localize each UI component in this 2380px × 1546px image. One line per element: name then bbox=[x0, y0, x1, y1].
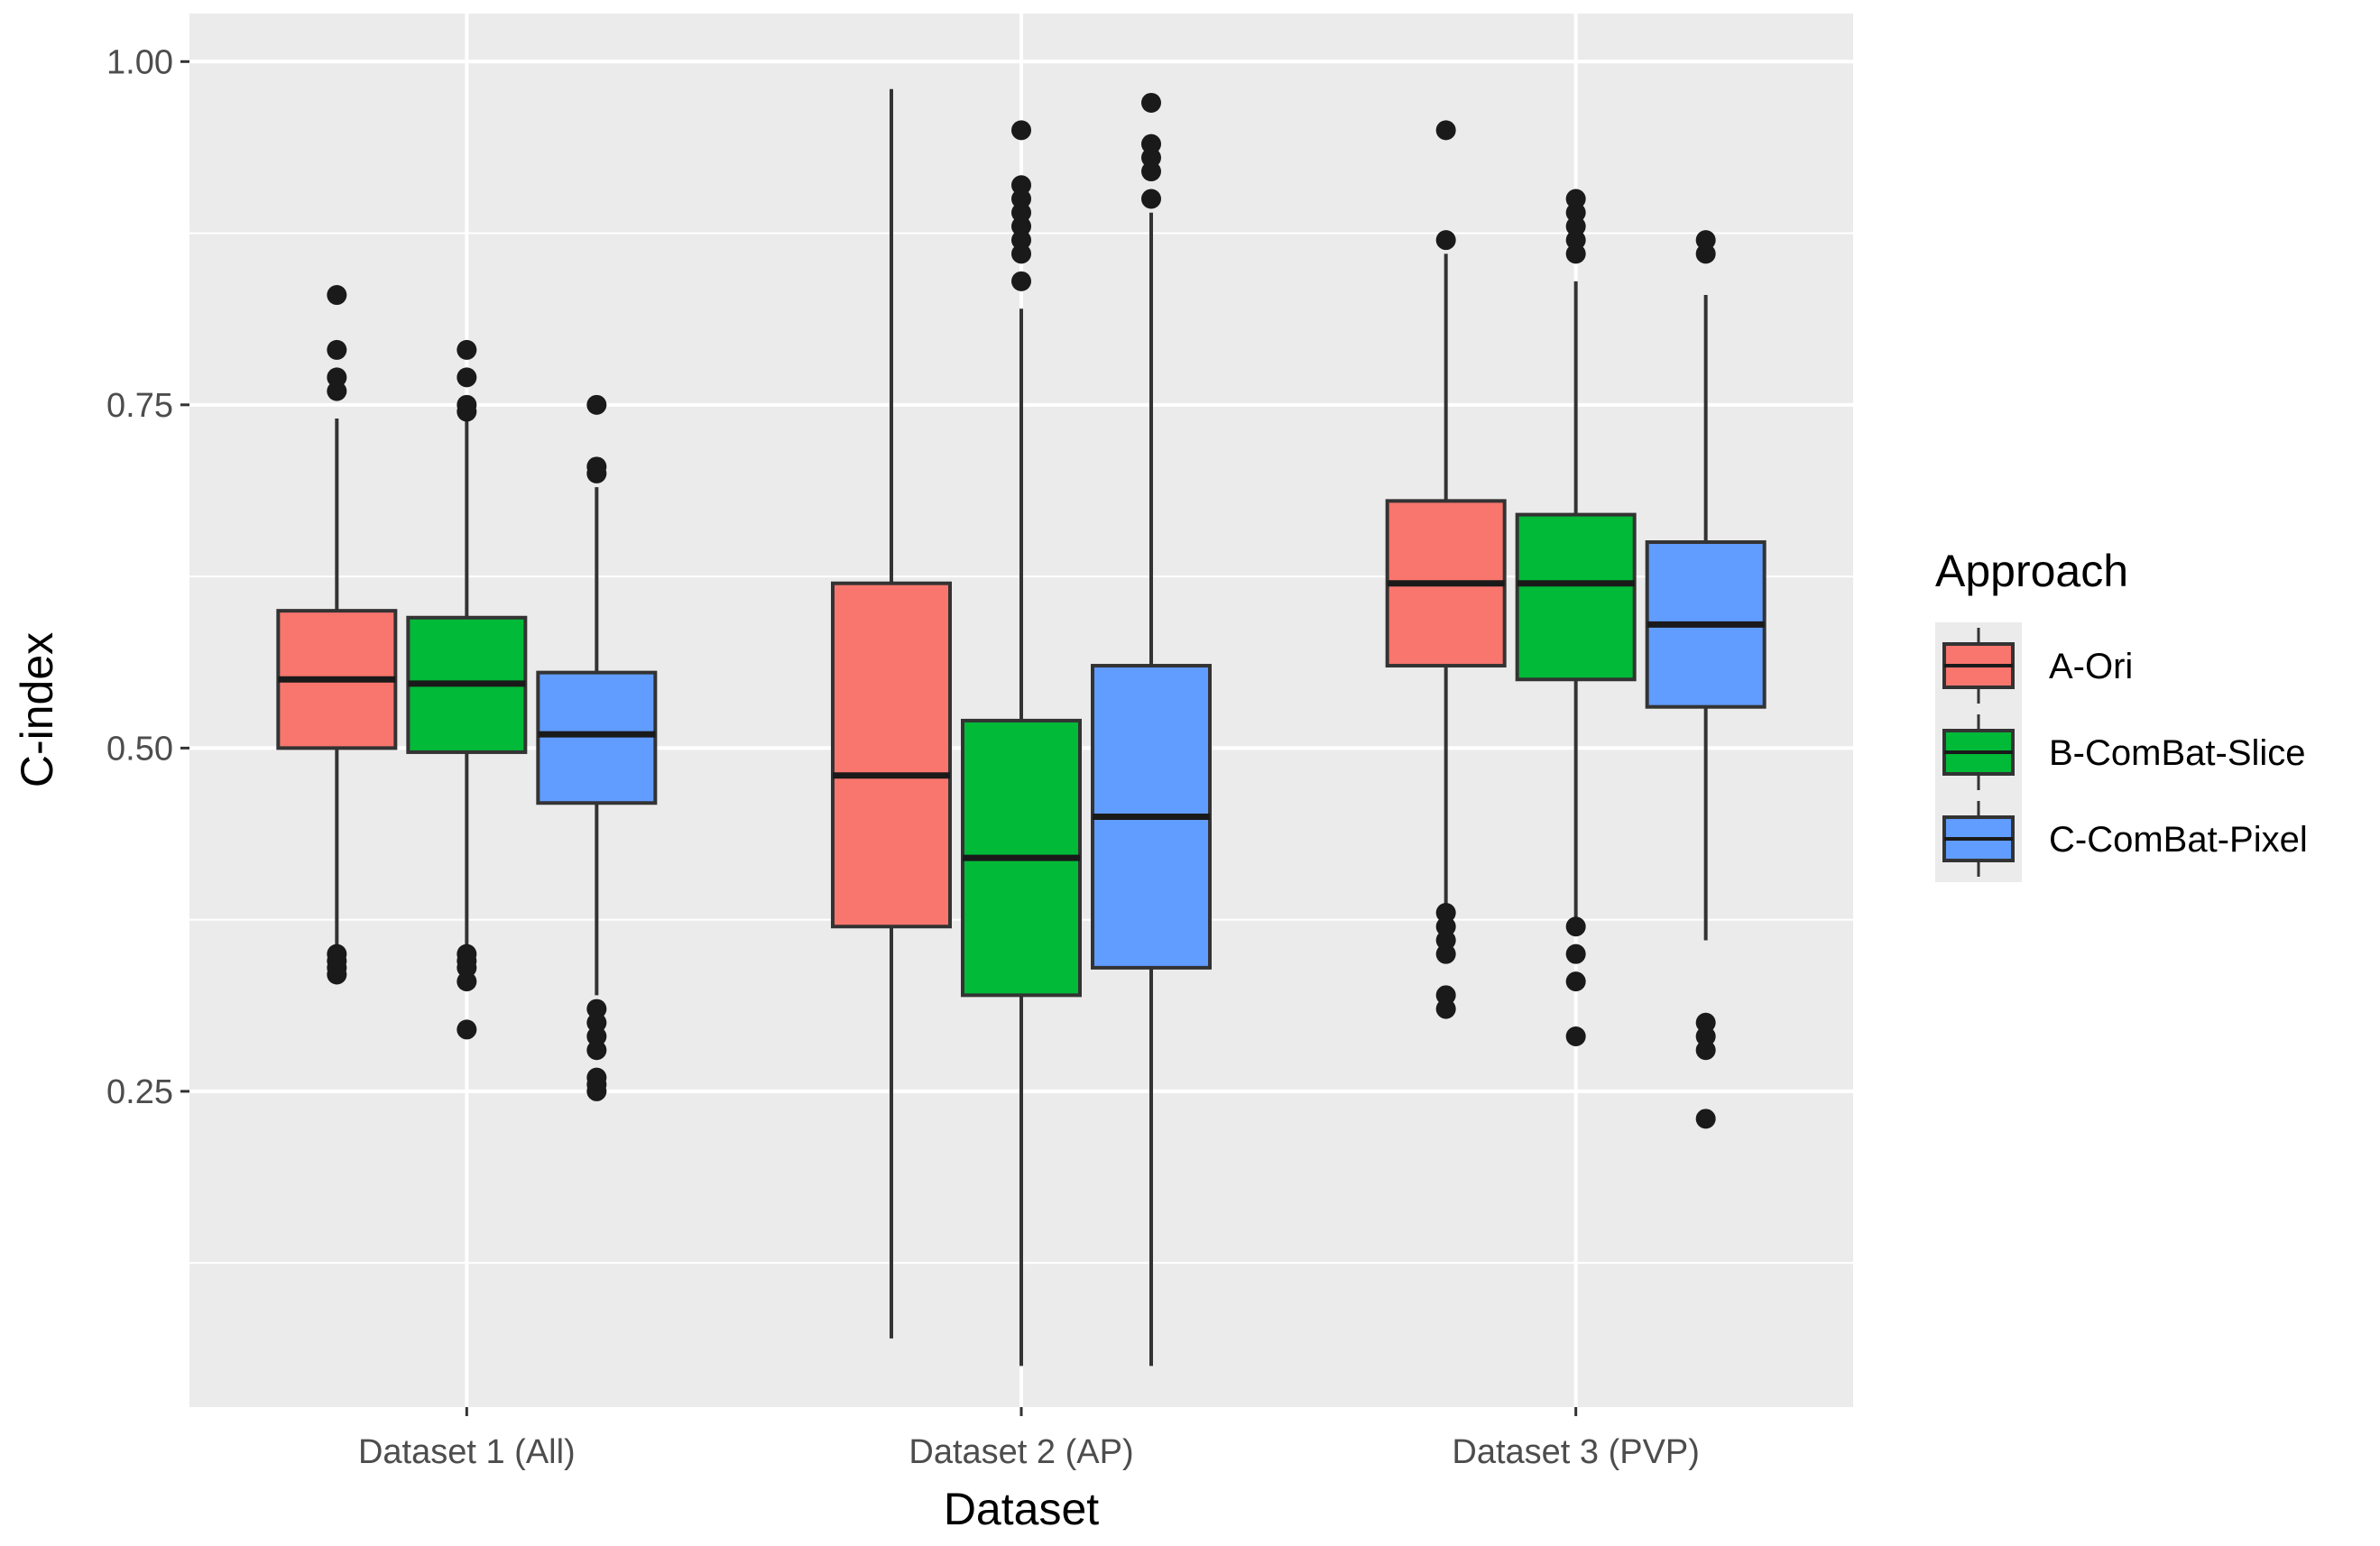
outlier-point bbox=[457, 971, 477, 992]
outlier-point bbox=[1141, 92, 1161, 113]
outlier-point bbox=[327, 381, 347, 401]
outlier-point bbox=[1011, 175, 1031, 196]
outlier-point bbox=[586, 1040, 607, 1061]
outlier-point bbox=[1435, 930, 1456, 951]
x-axis: Dataset 1 (All) Dataset 2 (AP) Dataset 3 (… bbox=[358, 1407, 1700, 1471]
outlier-point bbox=[586, 456, 607, 477]
outlier-point bbox=[1435, 230, 1456, 251]
box-iqr bbox=[831, 581, 952, 929]
outlier-point bbox=[457, 943, 477, 964]
outlier-point bbox=[1565, 216, 1586, 236]
box-group bbox=[831, 88, 952, 1339]
outlier-point bbox=[327, 285, 347, 306]
y-axis-title: C-index bbox=[12, 632, 62, 787]
box-group bbox=[1645, 230, 1767, 1129]
outlier-point bbox=[1435, 916, 1456, 937]
outlier-point bbox=[1435, 985, 1456, 1006]
outlier-point bbox=[1695, 1012, 1716, 1033]
outlier-point bbox=[1695, 1040, 1716, 1061]
x-tick-label: Dataset 2 (AP) bbox=[909, 1433, 1133, 1471]
outlier-point bbox=[1011, 271, 1031, 291]
outlier-point bbox=[1141, 189, 1161, 209]
box-group bbox=[1385, 120, 1507, 1019]
legend-label: A-Ori bbox=[2049, 647, 2133, 686]
outlier-point bbox=[1565, 916, 1586, 937]
outlier-point bbox=[1565, 943, 1586, 964]
outlier-point bbox=[1695, 230, 1716, 251]
box-group bbox=[406, 339, 528, 1040]
outlier-point bbox=[1141, 147, 1161, 168]
box-group bbox=[961, 120, 1082, 1367]
outlier-point bbox=[327, 367, 347, 388]
legend: Approach A-Ori B-ComBat-Slice C-ComBat-Pix… bbox=[1935, 546, 2308, 882]
outlier-point bbox=[586, 1067, 607, 1088]
outlier-point bbox=[1565, 230, 1586, 251]
outlier-point bbox=[1695, 1026, 1716, 1047]
outlier-point bbox=[1565, 202, 1586, 223]
legend-title: Approach bbox=[1935, 546, 2128, 596]
y-tick-label: 0.25 bbox=[106, 1073, 173, 1111]
y-tick-label: 0.75 bbox=[106, 387, 173, 425]
outlier-point bbox=[1435, 943, 1456, 964]
outlier-point bbox=[1565, 244, 1586, 264]
outlier-point bbox=[457, 1019, 477, 1040]
outlier-point bbox=[327, 943, 347, 964]
outlier-point bbox=[1435, 998, 1456, 1019]
box-iqr bbox=[536, 670, 658, 805]
outlier-point bbox=[1011, 189, 1031, 209]
x-tick-label: Dataset 1 (All) bbox=[358, 1433, 576, 1471]
outlier-point bbox=[1565, 1026, 1586, 1047]
x-tick-label: Dataset 3 (PVP) bbox=[1452, 1433, 1700, 1471]
box-layer bbox=[276, 88, 1767, 1367]
outlier-point bbox=[1011, 202, 1031, 223]
outlier-point bbox=[327, 339, 347, 360]
outlier-point bbox=[1565, 189, 1586, 209]
box-group bbox=[1515, 189, 1637, 1047]
y-tick-label: 0.50 bbox=[106, 730, 173, 768]
outlier-point bbox=[1011, 244, 1031, 264]
outlier-point bbox=[1011, 120, 1031, 141]
outlier-point bbox=[586, 394, 607, 415]
outlier-point bbox=[1435, 120, 1456, 141]
outlier-point bbox=[1435, 903, 1456, 924]
outlier-point bbox=[1695, 1109, 1716, 1129]
outlier-point bbox=[327, 964, 347, 985]
box-group bbox=[1091, 92, 1212, 1367]
y-axis: 0.25 0.50 0.75 1.00 bbox=[106, 43, 189, 1111]
box-group bbox=[536, 394, 658, 1101]
outlier-point bbox=[1011, 230, 1031, 251]
outlier-point bbox=[586, 1026, 607, 1047]
outlier-point bbox=[1141, 161, 1161, 182]
outlier-point bbox=[586, 998, 607, 1019]
x-axis-title: Dataset bbox=[944, 1484, 1099, 1534]
legend-label: C-ComBat-Pixel bbox=[2049, 820, 2308, 860]
outlier-point bbox=[1695, 244, 1716, 264]
outlier-point bbox=[586, 1012, 607, 1033]
outlier-point bbox=[1011, 216, 1031, 236]
legend-label: B-ComBat-Slice bbox=[2049, 733, 2306, 773]
outlier-point bbox=[1141, 133, 1161, 154]
box-iqr bbox=[1515, 512, 1637, 682]
y-tick-label: 1.00 bbox=[106, 43, 173, 81]
outlier-point bbox=[457, 339, 477, 360]
box-group bbox=[276, 285, 398, 985]
outlier-point bbox=[1565, 971, 1586, 992]
outlier-point bbox=[457, 394, 477, 415]
outlier-point bbox=[457, 367, 477, 388]
